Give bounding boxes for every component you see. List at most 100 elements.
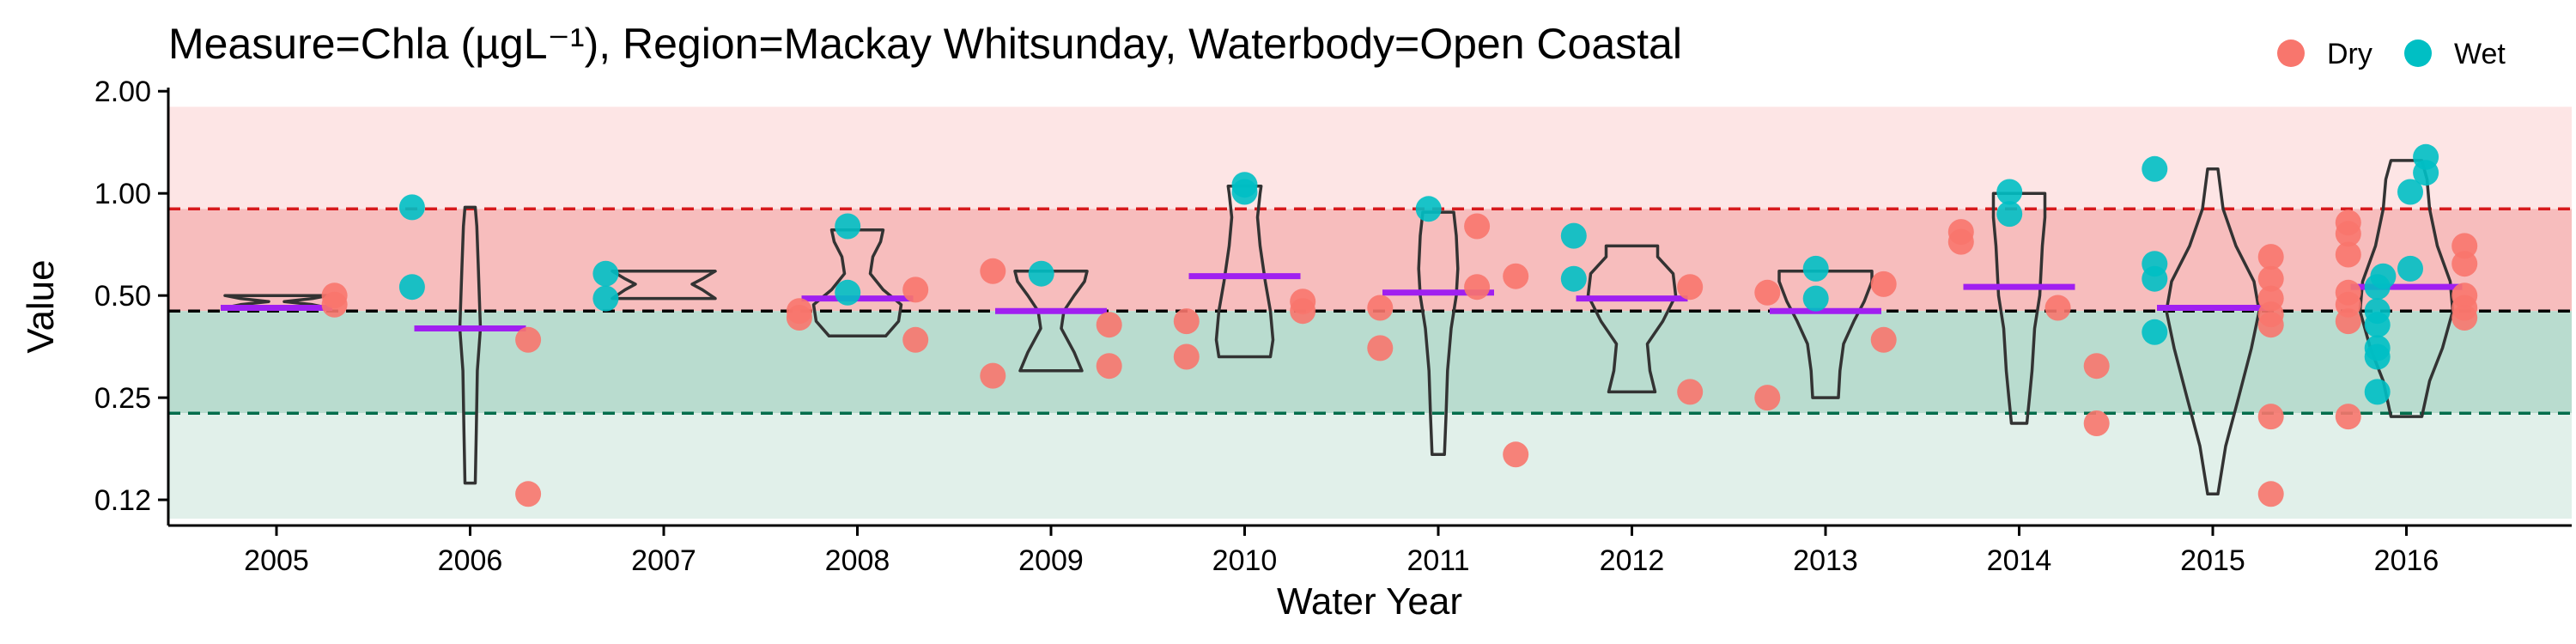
legend: Dry Wet: [2277, 38, 2506, 70]
point-2008-dry-12: [902, 276, 929, 303]
point-2008-wet-11: [835, 279, 861, 306]
y-tick-label-0.25: 0.25: [94, 382, 151, 415]
axes: 0.120.250.501.002.00 2005 2006 2007 2008 200…: [94, 76, 2572, 577]
point-2014-wet-44: [1996, 179, 2023, 205]
violin-2006: [458, 205, 483, 485]
violins: [223, 159, 2455, 496]
band-2: [168, 311, 2572, 414]
point-2015-dry-57: [2257, 312, 2284, 338]
point-2006-wet-2: [398, 194, 425, 221]
point-2008-dry-13: [902, 326, 929, 353]
point-2013-wet-39: [1802, 285, 1829, 312]
y-tick-label-1.00: 1.00: [94, 178, 151, 210]
y-tick-label-0.50: 0.50: [94, 280, 151, 313]
point-2015-dry-53: [2257, 244, 2284, 270]
y-axis-ticks: 0.12 0.25 0.50 1.00 2.00: [94, 76, 168, 517]
band-3: [168, 413, 2572, 519]
point-2015-wet-52: [2142, 319, 2168, 345]
y-axis-title: Value: [20, 259, 62, 353]
x-tick-label-2012: 2012: [1600, 544, 1665, 577]
data-points: [321, 143, 2478, 507]
point-2016-wet-70: [2364, 312, 2391, 338]
x-tick-label-2011: 2011: [1406, 544, 1469, 577]
violin-2015: [2165, 167, 2261, 496]
y-tick-label-2.00: 2.00: [94, 76, 151, 108]
point-2016-wet-72: [2364, 343, 2391, 370]
point-2009-dry-14: [980, 258, 1006, 284]
point-2016-dry-61: [2335, 221, 2361, 247]
band-0: [168, 106, 2572, 210]
point-2010-wet-22: [1231, 179, 1258, 205]
point-2014-dry-48: [2083, 410, 2110, 436]
point-2014-wet-45: [1996, 201, 2023, 228]
point-2013-dry-41: [1870, 326, 1897, 353]
threshold-bands: [168, 106, 2572, 519]
point-2012-dry-35: [1677, 379, 1704, 405]
point-2011-dry-30: [1503, 263, 1529, 289]
x-tick-label-2005: 2005: [244, 544, 309, 577]
point-2013-wet-38: [1802, 255, 1829, 282]
point-2016-wet-76: [2397, 179, 2423, 205]
violin-2010: [1214, 185, 1275, 359]
point-2016-dry-62: [2335, 241, 2361, 268]
legend-label-wet: Wet: [2454, 38, 2506, 70]
legend-swatch-wet: [2404, 39, 2432, 67]
x-tick-label-2009: 2009: [1018, 544, 1084, 577]
point-2005-dry-1: [321, 291, 348, 318]
band-1: [168, 209, 2572, 312]
point-2012-wet-33: [1560, 265, 1587, 292]
violin-2008: [811, 228, 903, 338]
point-2010-dry-19: [1173, 308, 1200, 335]
point-2011-dry-25: [1367, 295, 1394, 321]
point-2013-dry-36: [1754, 279, 1781, 306]
point-2014-dry-46: [2044, 295, 2071, 321]
x-tick-label-2013: 2013: [1793, 544, 1858, 577]
point-2011-dry-29: [1464, 274, 1491, 301]
chart-title: Measure=Chla (µgL⁻¹), Region=Mackay Whit…: [168, 20, 1682, 68]
x-axis-title: Water Year: [1277, 580, 1462, 623]
point-2016-dry-82: [2451, 305, 2478, 331]
point-2013-dry-40: [1870, 270, 1897, 297]
violin-2013: [1777, 270, 1874, 399]
y-tick-label-0.12: 0.12: [94, 484, 151, 517]
point-2015-dry-58: [2257, 404, 2284, 430]
point-2006-dry-4: [515, 326, 542, 353]
point-2013-dry-37: [1754, 385, 1781, 411]
point-2006-wet-3: [398, 274, 425, 301]
legend-label-dry: Dry: [2327, 38, 2372, 70]
point-2009-wet-16: [1028, 260, 1054, 287]
point-2016-dry-78: [2451, 233, 2478, 259]
point-2007-wet-6: [592, 260, 619, 287]
violin-2009: [1013, 270, 1089, 373]
point-2008-wet-10: [835, 213, 861, 240]
point-2010-dry-24: [1290, 298, 1316, 325]
point-2012-wet-32: [1560, 222, 1587, 249]
point-2016-wet-77: [2397, 255, 2423, 282]
x-tick-label-2007: 2007: [631, 544, 696, 577]
point-2015-dry-54: [2257, 265, 2284, 292]
x-axis-ticks: 2005 2006 2007 2008 2009 2010 2011 2012 2013 2014…: [244, 526, 2439, 577]
point-2016-dry-79: [2451, 251, 2478, 277]
x-tick-label-2014: 2014: [1987, 544, 2052, 577]
violin-2012: [1586, 244, 1678, 394]
median-markers: [221, 273, 2463, 331]
x-tick-label-2015: 2015: [2180, 544, 2245, 577]
point-2016-dry-65: [2335, 308, 2361, 335]
point-2016-wet-75: [2413, 160, 2439, 186]
x-tick-label-2010: 2010: [1212, 544, 1278, 577]
point-2009-dry-18: [1096, 353, 1122, 380]
point-2016-wet-73: [2364, 379, 2391, 405]
point-2014-dry-47: [2083, 353, 2110, 380]
x-tick-label-2016: 2016: [2374, 544, 2439, 577]
point-2009-dry-15: [980, 362, 1006, 389]
point-2012-dry-34: [1677, 274, 1704, 301]
legend-swatch-dry: [2277, 39, 2305, 67]
violin-2014: [1991, 191, 2047, 425]
point-2008-dry-9: [786, 298, 812, 325]
point-2015-dry-59: [2257, 481, 2284, 507]
point-2015-wet-49: [2142, 155, 2168, 182]
point-2014-dry-43: [1947, 228, 1974, 255]
point-2015-wet-51: [2142, 265, 2168, 292]
